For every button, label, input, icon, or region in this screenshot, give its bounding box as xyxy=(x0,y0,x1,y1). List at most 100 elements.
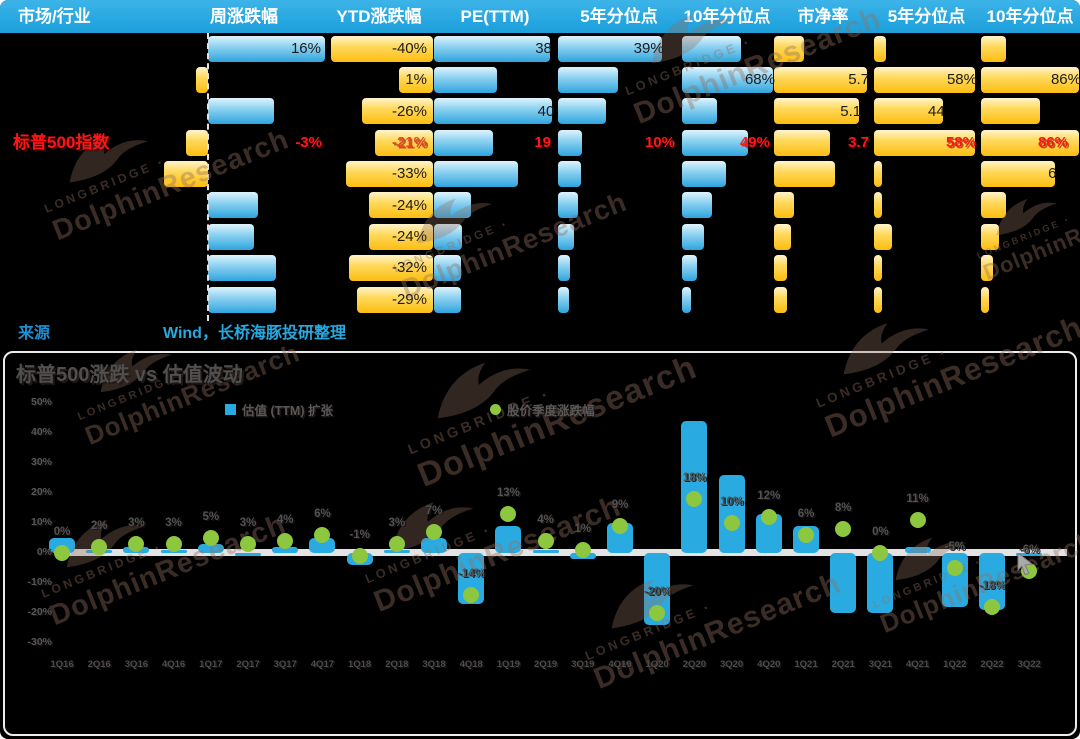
p5b-bar xyxy=(874,192,883,219)
price-dot xyxy=(946,560,963,576)
price-label: 9% xyxy=(611,499,629,511)
ytd-value: -21% xyxy=(391,134,427,152)
p5a-bar xyxy=(558,286,569,313)
p5b-bar xyxy=(874,286,883,313)
pb-bar xyxy=(774,286,787,313)
p5b-value: 58% xyxy=(945,134,976,152)
p5a-bar xyxy=(558,67,618,94)
price-dot xyxy=(165,536,182,552)
row-name: 标普500指数 xyxy=(13,133,110,153)
price-label: 7% xyxy=(425,505,443,517)
p10a-bar xyxy=(682,286,692,313)
legend-price-label: 股价季度涨跌幅 xyxy=(507,403,595,418)
pb-value: 5.1 xyxy=(840,102,862,120)
ytd-value: -33% xyxy=(391,165,427,183)
p5b-bar xyxy=(874,223,893,250)
y-tick: 20% xyxy=(30,486,52,498)
x-tick: 1Q18 xyxy=(347,659,372,670)
p10a-bar xyxy=(682,192,713,219)
col-header-2: YTD涨跌幅 xyxy=(336,7,422,26)
ytd-value: -24% xyxy=(391,228,427,246)
week-bar xyxy=(208,98,274,125)
valuation-bar xyxy=(830,553,857,613)
ytd-bar xyxy=(346,161,433,188)
x-tick: 2Q16 xyxy=(87,659,111,670)
y-tick: 50% xyxy=(30,396,52,408)
x-tick: 2Q20 xyxy=(682,659,707,670)
p5b-bar xyxy=(874,161,883,188)
p5a-bar xyxy=(558,161,582,188)
ytd-bar xyxy=(361,98,433,125)
price-label: -18% xyxy=(978,580,1006,592)
y-tick: 30% xyxy=(30,456,52,468)
col-header-8: 10年分位点 xyxy=(986,7,1074,26)
pe-bar xyxy=(434,223,463,250)
p5b-bar xyxy=(874,67,975,94)
price-label: -1% xyxy=(349,529,370,541)
pb-bar xyxy=(774,129,831,156)
price-dot xyxy=(314,527,331,543)
ytd-bar xyxy=(356,286,433,313)
col-header-1: 周涨跌幅 xyxy=(210,7,278,26)
valuation-bar xyxy=(272,547,299,553)
pe-bar xyxy=(434,161,519,188)
price-label: 3% xyxy=(239,517,257,529)
p5b-value: 58% xyxy=(946,71,977,89)
legend-valuation-label: 估值 (TTM) 扩张 xyxy=(242,403,333,418)
x-tick: 2Q17 xyxy=(236,659,260,670)
p5a-bar xyxy=(558,255,571,282)
p5b-bar xyxy=(874,255,883,282)
x-tick: 4Q19 xyxy=(608,659,632,670)
chart-zero-axis xyxy=(55,549,1067,556)
valuation-bar xyxy=(495,526,522,553)
p5a-bar xyxy=(558,192,578,219)
week-bar xyxy=(208,286,276,313)
x-tick: 4Q16 xyxy=(161,659,186,670)
ytd-value: -24% xyxy=(391,196,427,214)
col-header-5: 10年分位点 xyxy=(683,7,771,26)
x-tick: 3Q22 xyxy=(1017,659,1041,670)
x-tick: 4Q20 xyxy=(757,659,781,670)
chart-title: 标普500涨跌 vs 估值波动 xyxy=(16,364,243,386)
x-tick: 3Q17 xyxy=(273,659,297,670)
price-label: 10% xyxy=(720,496,744,508)
valuation-bar xyxy=(197,544,224,553)
ytd-value: -29% xyxy=(391,290,427,308)
pe-value: 40 xyxy=(537,102,555,120)
y-tick: 0% xyxy=(36,546,52,558)
ytd-bar xyxy=(374,129,433,156)
pb-bar xyxy=(774,67,868,94)
ytd-bar xyxy=(369,192,433,219)
source-row: 来源 Wind，长桥海豚投研整理 xyxy=(0,321,1080,347)
ytd-value: -40% xyxy=(391,40,427,57)
p10b-bar xyxy=(981,223,999,250)
price-dot xyxy=(351,548,368,564)
p10a-bar xyxy=(682,67,773,94)
price-dot xyxy=(537,533,554,549)
x-tick: 3Q18 xyxy=(422,659,446,670)
price-dot xyxy=(649,605,666,621)
y-tick: 10% xyxy=(30,516,52,528)
price-label: 0% xyxy=(53,526,71,538)
col-header-3: PE(TTM) xyxy=(460,7,530,26)
valuation-bar xyxy=(235,553,261,556)
pe-bar xyxy=(434,98,553,125)
ytd-value: 1% xyxy=(405,71,427,89)
pe-bar xyxy=(434,192,471,219)
price-label: 3% xyxy=(165,517,182,529)
ytd-bar xyxy=(369,223,433,250)
price-label: -6% xyxy=(1018,544,1040,556)
x-tick: 2Q22 xyxy=(980,659,1004,670)
price-dot xyxy=(54,545,70,561)
y-tick: 40% xyxy=(30,426,52,438)
source-text: Wind，长桥海豚投研整理 xyxy=(163,325,346,342)
price-label: 6% xyxy=(797,508,815,520)
p10b-bar xyxy=(981,129,1079,156)
pb-bar xyxy=(774,35,804,62)
price-dot xyxy=(835,521,852,537)
price-dot xyxy=(798,527,814,543)
p5a-bar xyxy=(558,98,606,125)
p10b-bar xyxy=(981,67,1079,94)
y-tick: -10% xyxy=(27,576,52,588)
